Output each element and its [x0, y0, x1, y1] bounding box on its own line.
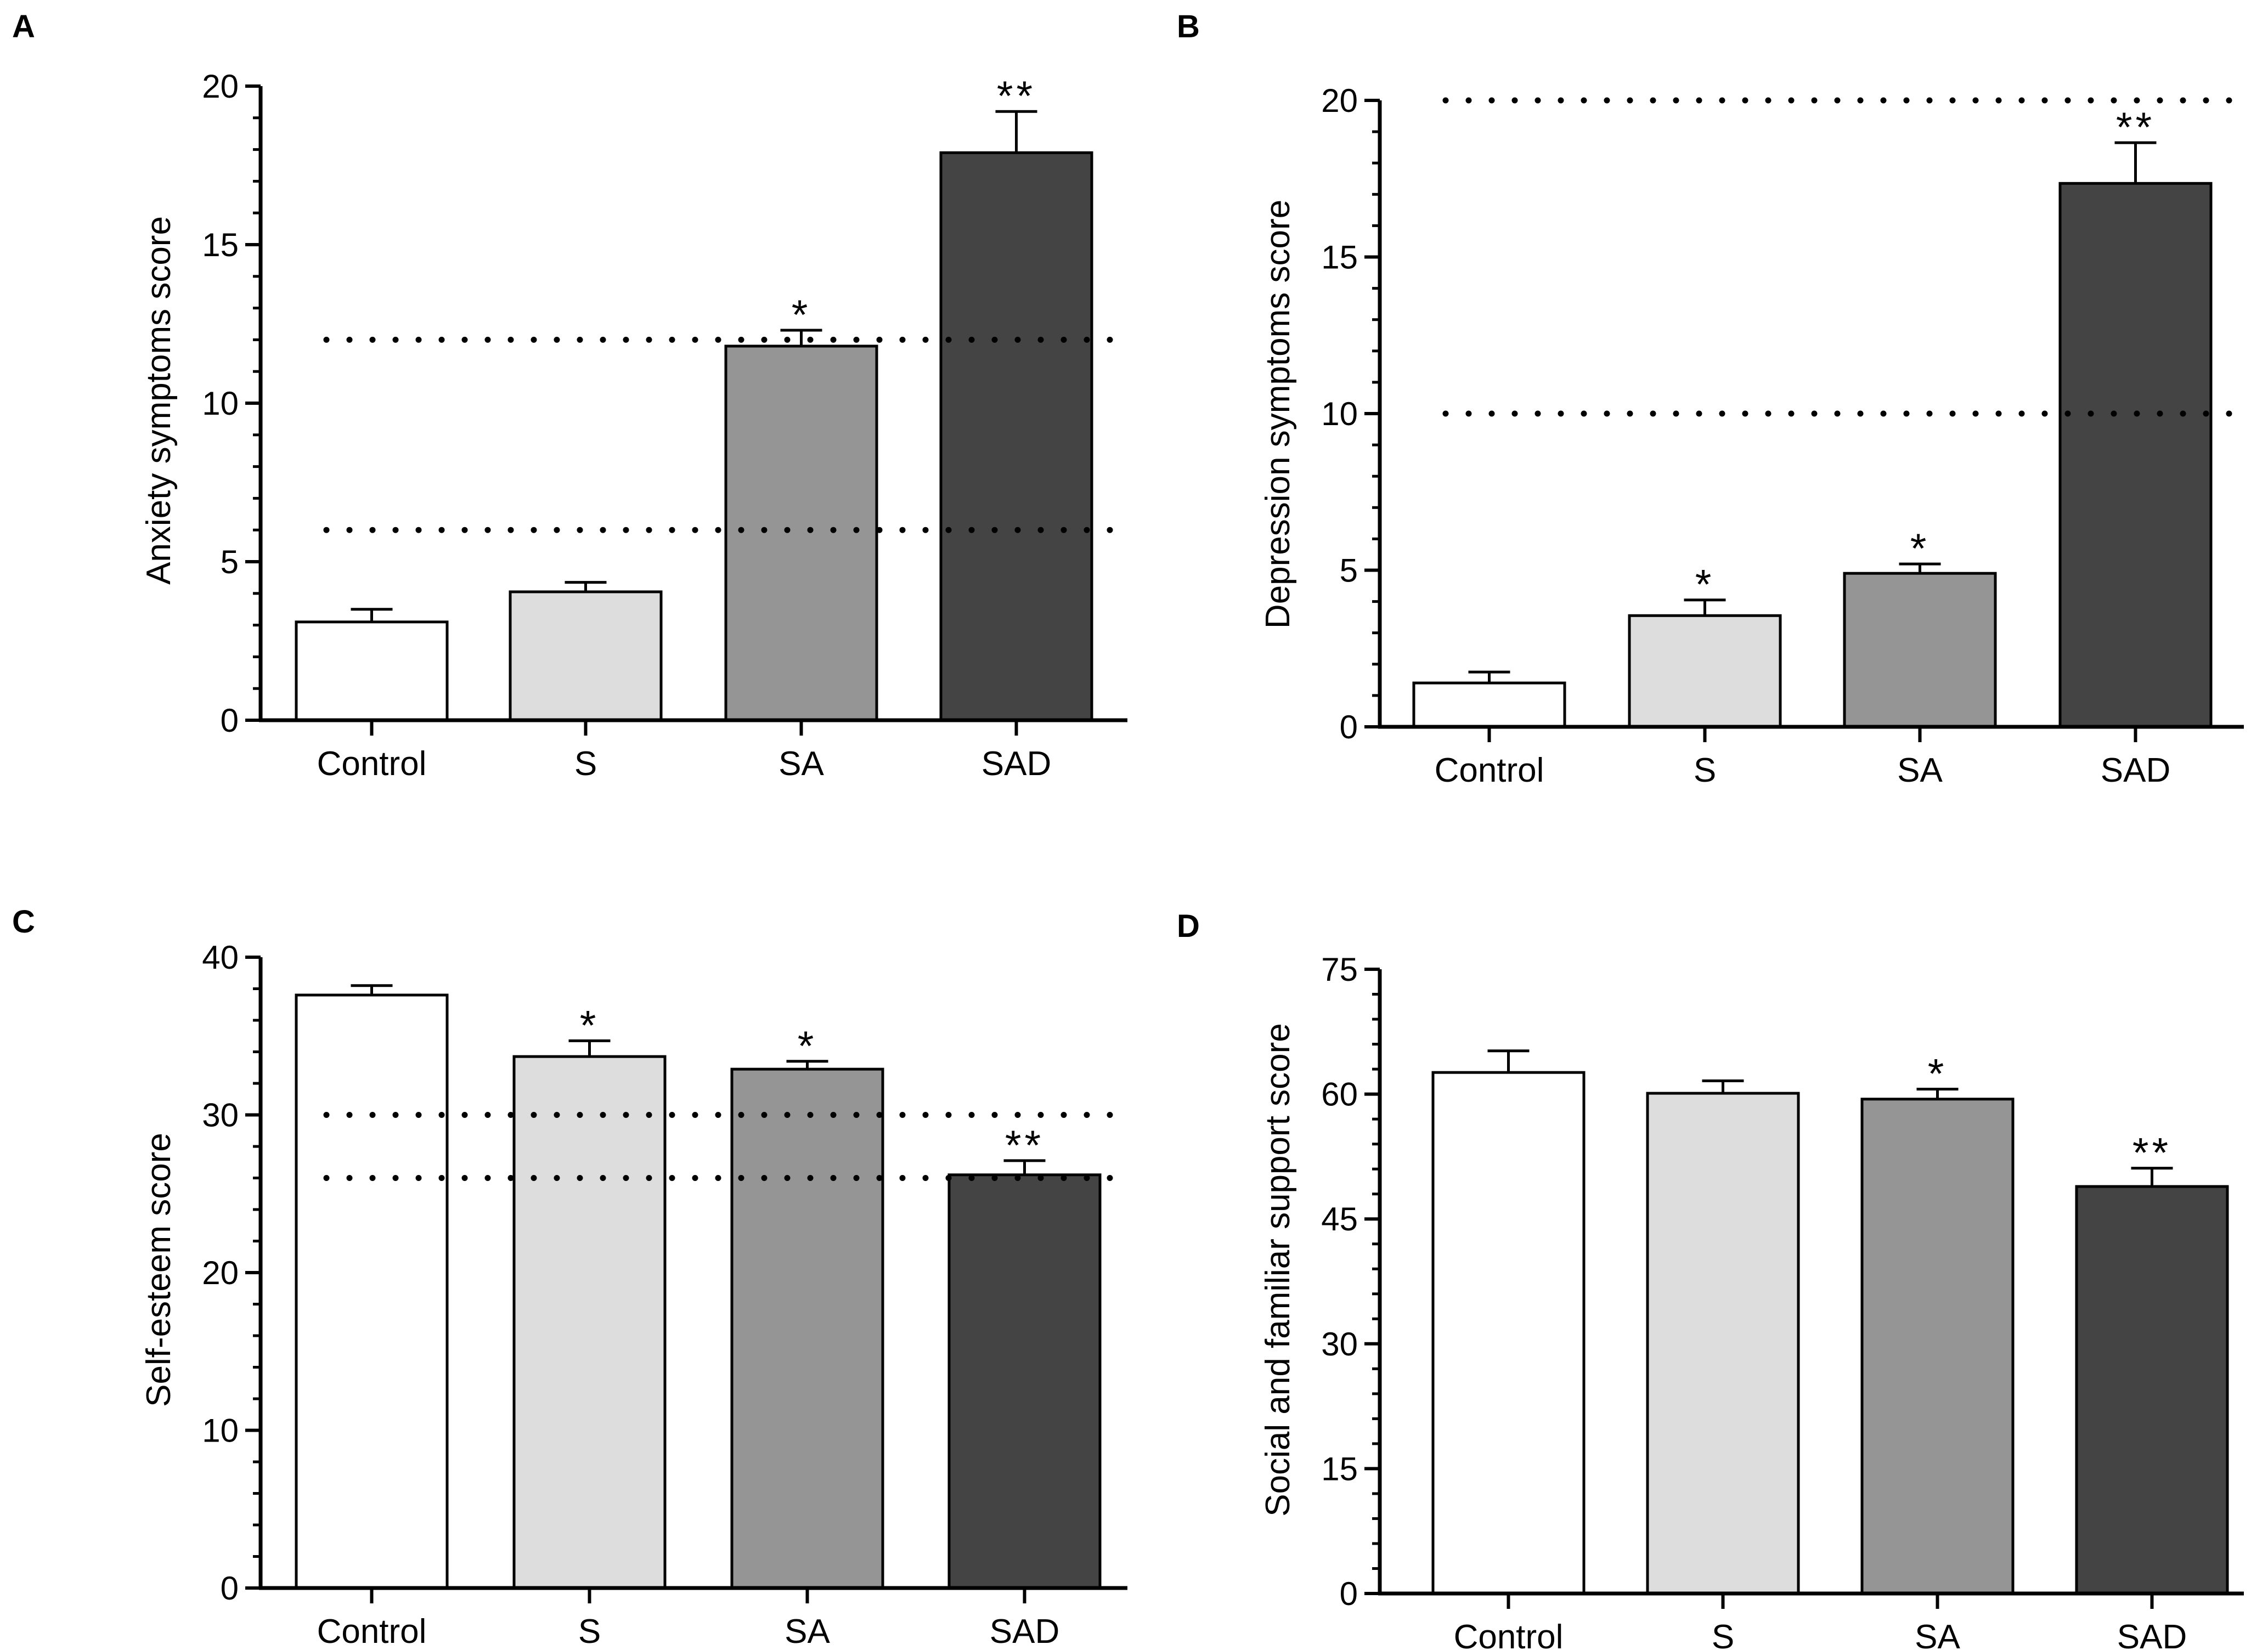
- y-tick-label: 10: [1321, 395, 1358, 432]
- plot-area: 0 5 10 15 20 Control S SA * SAD **: [202, 68, 1127, 783]
- y-tick-label: 40: [202, 939, 239, 976]
- y-tick-label: 5: [221, 544, 239, 580]
- significance-mark: **: [2132, 1130, 2171, 1177]
- significance-mark: *: [798, 1023, 817, 1070]
- x-tick-label: SAD: [2101, 751, 2170, 789]
- panel-d: D Social and familiar support score 0 15 3…: [1177, 908, 2244, 1650]
- x-tick-label: Control: [317, 1613, 427, 1650]
- plot-area: 0 5 10 15 20 Control S * SA * SAD **: [1321, 82, 2244, 789]
- x-tick-label: S: [574, 745, 597, 783]
- significance-mark: *: [1695, 562, 1715, 608]
- y-tick-label: 15: [1321, 239, 1358, 276]
- y-tick-label: 20: [202, 68, 239, 105]
- y-tick-label: 10: [202, 1412, 239, 1449]
- bar-control: [295, 993, 449, 1590]
- panel-label: D: [1177, 908, 1200, 944]
- x-tick-label: S: [578, 1613, 601, 1650]
- bar-control: [1412, 681, 1566, 728]
- y-axis-label: Self-esteem score: [140, 1133, 178, 1407]
- significance-mark: *: [1928, 1050, 1948, 1097]
- panel-label: C: [12, 904, 35, 940]
- plot-area: 0 15 30 45 60 75 Control S SA * SAD **: [1321, 951, 2244, 1650]
- y-tick-label: 30: [202, 1097, 239, 1134]
- bar-s: [1628, 614, 1782, 728]
- bar-sad: [947, 1173, 1102, 1590]
- y-tick-label: 30: [1321, 1326, 1358, 1363]
- y-tick-label: 75: [1321, 951, 1358, 988]
- y-axis-label: Social and familiar support score: [1259, 1023, 1297, 1516]
- bar-sad: [939, 151, 1093, 722]
- bar-sad: [2058, 182, 2213, 728]
- panel-c: C Self-esteem score 0 10 20 30 40 Control S * SA…: [12, 904, 1127, 1650]
- bar-sa: [1843, 572, 1997, 728]
- x-tick-label: SAD: [981, 745, 1051, 783]
- bar-sa: [724, 344, 878, 722]
- y-tick-label: 45: [1321, 1201, 1358, 1238]
- y-tick-label: 60: [1321, 1076, 1358, 1113]
- bar-sa: [730, 1067, 884, 1590]
- y-tick-label: 20: [202, 1255, 239, 1291]
- x-tick-label: SAD: [990, 1613, 1059, 1650]
- y-tick-label: 0: [1340, 709, 1358, 745]
- y-tick-label: 0: [221, 702, 239, 739]
- significance-mark: **: [2116, 104, 2155, 151]
- x-tick-label: SAD: [2117, 1618, 2187, 1650]
- significance-mark: **: [997, 73, 1036, 120]
- panel-label: A: [12, 9, 35, 44]
- x-tick-label: S: [1712, 1618, 1734, 1650]
- bar-control: [1431, 1071, 1586, 1595]
- y-tick-label: 10: [202, 385, 239, 422]
- bar-s: [509, 590, 663, 722]
- plot-area: 0 10 20 30 40 Control S * SA * SAD **: [202, 939, 1127, 1650]
- x-tick-label: S: [1694, 751, 1716, 789]
- x-tick-label: Control: [1435, 751, 1544, 789]
- x-tick-label: Control: [1454, 1618, 1564, 1650]
- x-tick-label: Control: [317, 745, 427, 783]
- significance-mark: **: [1005, 1122, 1044, 1169]
- bar-s: [1646, 1092, 1800, 1595]
- significance-mark: *: [792, 292, 811, 338]
- y-tick-label: 15: [1321, 1450, 1358, 1487]
- y-tick-label: 20: [1321, 82, 1358, 119]
- y-tick-label: 0: [1340, 1575, 1358, 1612]
- significance-mark: *: [580, 1002, 600, 1049]
- x-tick-label: SA: [1897, 751, 1943, 789]
- bar-sad: [2075, 1185, 2229, 1595]
- bar-sa: [1860, 1098, 2015, 1595]
- x-tick-label: SA: [1915, 1618, 1960, 1650]
- x-tick-label: SA: [778, 745, 824, 783]
- panel-b: B Depression symptoms score 0 5 10 15 20 Cont…: [1177, 9, 2244, 789]
- significance-mark: *: [1910, 525, 1930, 572]
- x-tick-label: SA: [785, 1613, 830, 1650]
- y-axis-label: Anxiety symptoms score: [140, 216, 178, 585]
- panel-a: A Anxiety symptoms score 0 5 10 15 20 Control…: [12, 9, 1127, 783]
- y-tick-label: 5: [1340, 552, 1358, 589]
- bar-control: [295, 620, 449, 722]
- bar-s: [512, 1055, 667, 1590]
- panel-label: B: [1177, 9, 1200, 44]
- y-tick-label: 15: [202, 227, 239, 263]
- y-tick-label: 0: [221, 1570, 239, 1607]
- y-axis-label: Depression symptoms score: [1259, 200, 1297, 629]
